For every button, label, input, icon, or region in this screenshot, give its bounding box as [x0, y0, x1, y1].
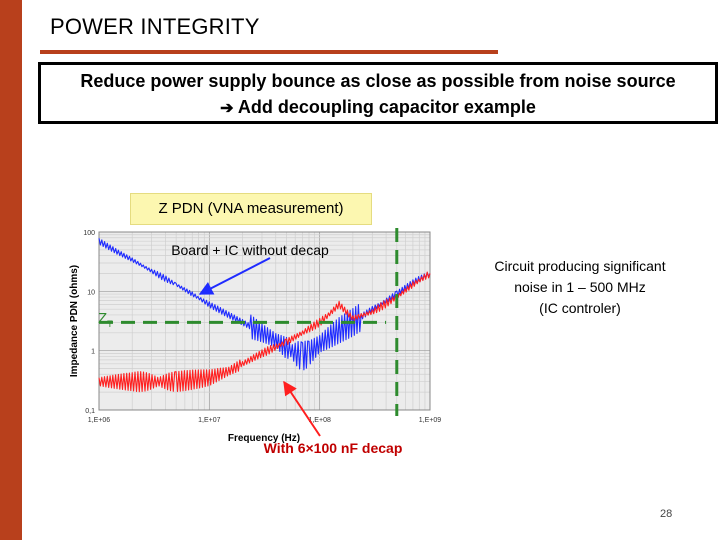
x-tick-label: 1,E+06: [88, 417, 110, 424]
series-line-1: [98, 238, 431, 371]
series: [98, 238, 431, 393]
x-tick-label: 1,E+09: [419, 417, 441, 424]
impedance-chart: 1,E+06 1,E+07 1,E+08 1,E+09 0,1 1 10 100 Freque…: [69, 228, 441, 444]
right-note-line-1: Circuit producing significant: [494, 258, 666, 274]
banner-line-2-text: Add decoupling capacitor example: [237, 97, 536, 117]
title-underline: [40, 50, 498, 54]
annotation-red: With 6×100 nF decap: [263, 440, 403, 456]
banner-line-2: ➔ Add decoupling capacitor example: [41, 94, 715, 122]
y-tick-label: 10: [87, 289, 95, 296]
plot-label: Z PDN (VNA measurement): [130, 193, 372, 225]
x-tick-label: 1,E+07: [198, 417, 220, 424]
target-subscript: T: [107, 319, 113, 329]
page-number: 28: [660, 508, 673, 520]
target-impedance-label: ZT: [98, 310, 113, 329]
right-note: Circuit producing significant noise in 1…: [460, 256, 700, 319]
y-tick-label: 100: [83, 230, 95, 237]
y-tick-label: 0,1: [85, 408, 95, 415]
x-tick-label: 1,E+08: [308, 417, 330, 424]
x-axis-label: Frequency (Hz): [228, 433, 300, 444]
arrow-right-icon: ➔: [220, 100, 234, 117]
target-z: Z: [98, 310, 107, 327]
y-axis-label: Impedance PDN (ohms): [69, 265, 80, 377]
slide-title: POWER INTEGRITY: [50, 14, 260, 39]
headline-banner: Reduce power supply bounce as close as p…: [38, 62, 718, 124]
annotation-blue: Board + IC without decap: [171, 242, 329, 258]
accent-bar: [0, 0, 22, 540]
right-note-line-2: noise in 1 – 500 MHz: [514, 279, 646, 295]
right-note-line-3: (IC controler): [539, 300, 621, 316]
markers: [99, 228, 399, 416]
series-line-2: [98, 271, 431, 393]
y-tick-label: 1: [91, 349, 95, 356]
banner-line-1: Reduce power supply bounce as close as p…: [80, 71, 676, 91]
